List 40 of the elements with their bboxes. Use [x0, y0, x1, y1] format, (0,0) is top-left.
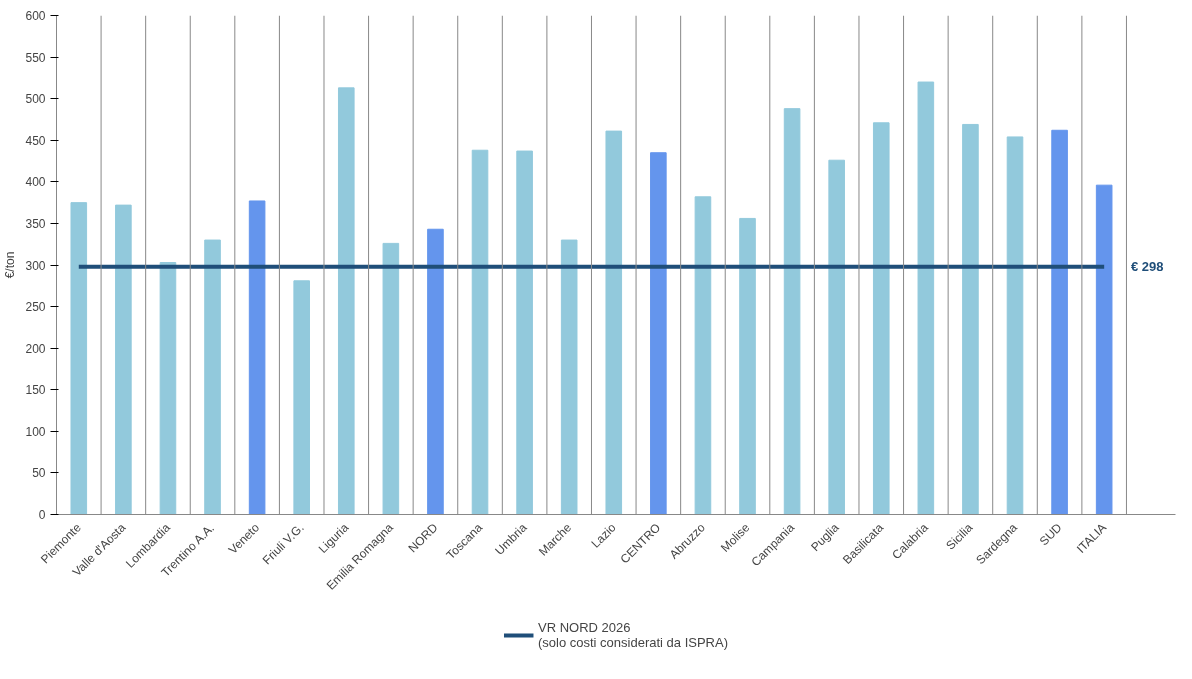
bar	[516, 150, 533, 515]
bar	[962, 123, 979, 515]
bar	[1095, 184, 1113, 515]
bar	[694, 196, 712, 515]
bar	[872, 122, 890, 515]
y-tick-label: 50	[32, 466, 46, 481]
bar	[248, 200, 266, 515]
bar	[739, 217, 756, 515]
y-axis-title: €/ton	[3, 251, 18, 279]
annotation: € 298	[1130, 259, 1164, 275]
bar	[1051, 129, 1068, 515]
y-tick-label: 550	[25, 50, 46, 65]
y-tick-label: 200	[25, 341, 46, 356]
bar	[471, 149, 489, 515]
y-tick-label: 100	[25, 424, 46, 439]
y-tick-label: 450	[25, 133, 46, 148]
legend-label: VR NORD 2026 (solo costi considerati da ISPRA)	[537, 620, 729, 650]
bar	[70, 202, 88, 515]
y-tick-label: 250	[25, 300, 46, 315]
y-tick-label: 350	[25, 216, 46, 231]
y-tick-label: 500	[25, 92, 46, 107]
bar	[605, 130, 623, 515]
bar	[427, 228, 444, 515]
bar	[783, 108, 801, 515]
bar	[828, 159, 845, 515]
bar	[1006, 136, 1024, 515]
bar	[159, 262, 177, 515]
bar	[382, 242, 400, 515]
y-tick-label: 600	[25, 9, 46, 23]
y-tick-label: 300	[25, 258, 46, 273]
y-tick-label: 400	[25, 175, 46, 190]
bar	[204, 239, 221, 515]
bar	[115, 204, 132, 515]
bar	[560, 239, 578, 515]
bar	[650, 152, 667, 515]
bar	[917, 81, 935, 515]
bar	[337, 87, 355, 515]
bar	[293, 280, 310, 515]
y-tick-label: 150	[25, 383, 46, 398]
y-tick-label: 0	[38, 508, 46, 522]
